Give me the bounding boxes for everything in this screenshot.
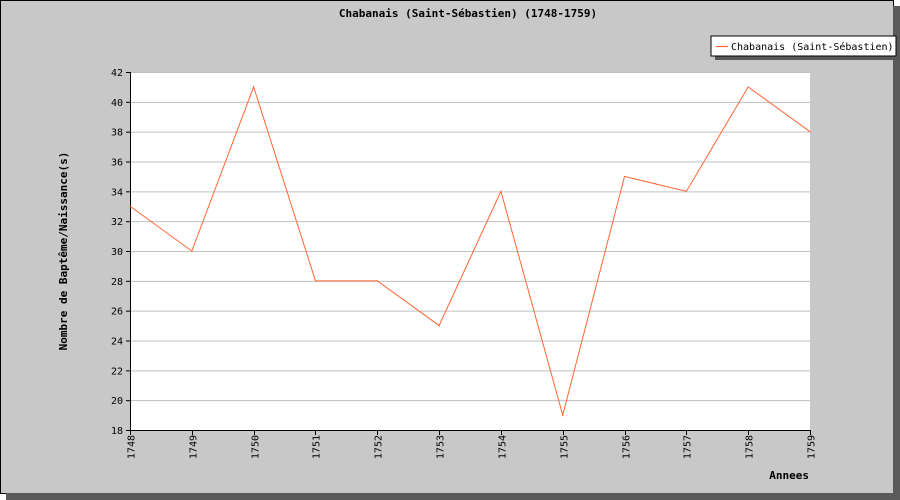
series-line [129, 85, 811, 418]
grid-lines [130, 72, 810, 402]
x-axis-title: Annees [769, 469, 809, 482]
data-point [253, 86, 255, 88]
y-axis-ticks: 18 20 22 24 26 28 30 32 34 36 38 40 42 [111, 68, 130, 437]
y-tick-label: 26 [111, 307, 123, 318]
x-tick-label: 1758 [745, 435, 756, 459]
data-point [685, 190, 687, 192]
y-tick-label: 18 [111, 426, 123, 437]
x-tick-label: 1756 [622, 435, 633, 459]
x-tick-label: 1750 [251, 435, 262, 459]
series-group [129, 85, 811, 418]
y-tick-label: 20 [111, 396, 123, 407]
chart-title: Chabanais (Saint-Sébastien) (1748-1759) [339, 7, 597, 20]
data-point [191, 250, 193, 252]
data-point [809, 131, 811, 133]
x-tick-label: 1751 [312, 435, 323, 459]
legend-box [710, 35, 897, 57]
y-tick-label: 28 [111, 277, 123, 288]
y-tick-label: 34 [111, 187, 123, 198]
data-point [500, 190, 502, 192]
x-tick-label: 1748 [127, 435, 138, 459]
data-point [747, 86, 749, 88]
frame-shadow-bottom [6, 493, 900, 500]
axes [130, 72, 810, 431]
frame-shadow-right [893, 6, 900, 500]
y-tick-label: 42 [111, 68, 123, 79]
x-tick-label: 1755 [560, 435, 571, 459]
data-point [129, 205, 131, 207]
x-tick-label: 1749 [189, 435, 200, 459]
y-tick-label: 38 [111, 128, 123, 139]
data-point [376, 280, 378, 282]
legend-label: Chabanais (Saint-Sébastien) [731, 41, 894, 53]
x-tick-label: 1754 [498, 435, 509, 459]
x-tick-label: 1759 [807, 435, 818, 459]
x-tick-label: 1753 [436, 435, 447, 459]
y-tick-label: 22 [111, 366, 123, 377]
data-point [623, 175, 626, 178]
data-point [314, 280, 317, 282]
y-tick-label: 32 [111, 217, 123, 228]
y-tick-label: 24 [111, 337, 123, 348]
x-tick-label: 1752 [374, 435, 385, 459]
x-tick-label: 1757 [683, 435, 694, 459]
y-tick-label: 36 [111, 158, 123, 169]
data-point [438, 324, 440, 327]
y-axis-title: Nombre de Baptême/Naissance(s) [57, 152, 70, 351]
y-tick-label: 40 [111, 98, 123, 109]
legend: Chabanais (Saint-Sébastien) [710, 35, 900, 60]
data-point [562, 414, 564, 416]
y-tick-label: 30 [111, 247, 123, 258]
x-axis-ticks: 1748 1749 1750 1751 1752 1753 1754 1755 1756 1757… [127, 430, 818, 459]
